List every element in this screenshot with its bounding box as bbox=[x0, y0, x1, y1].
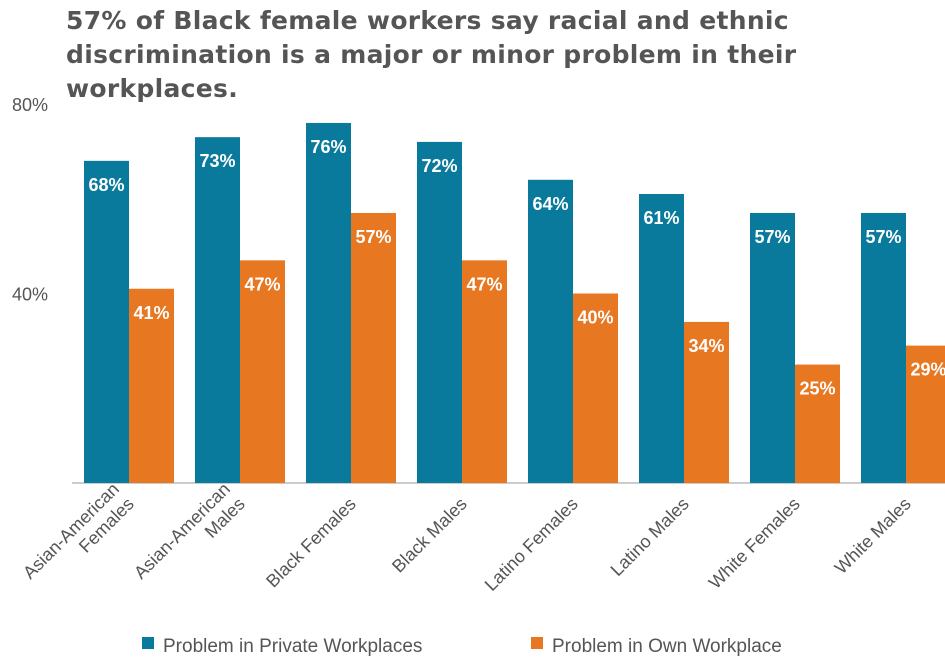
category-label: Asian-AmericanFemales bbox=[19, 479, 138, 598]
data-label: 47% bbox=[466, 274, 502, 294]
bar bbox=[417, 141, 462, 483]
bar bbox=[906, 345, 945, 483]
bar bbox=[462, 260, 507, 483]
category-label-line: Latino Females bbox=[481, 494, 582, 595]
category-label: Latino Females bbox=[481, 494, 582, 595]
chart-title: 57% of Black female workers say racial a… bbox=[66, 6, 797, 103]
data-label: 41% bbox=[133, 303, 169, 323]
bar bbox=[750, 212, 795, 483]
bar bbox=[573, 293, 618, 483]
data-label: 57% bbox=[355, 227, 391, 247]
category-label-line: White Males bbox=[831, 494, 915, 578]
category-label-line: White Females bbox=[705, 494, 804, 593]
data-label: 57% bbox=[865, 227, 901, 247]
category-label-line: Black Males bbox=[388, 494, 471, 577]
category-label-line: Latino Males bbox=[607, 494, 693, 580]
legend: Problem in Private Workplaces Problem in … bbox=[142, 636, 782, 657]
data-label: 61% bbox=[643, 208, 679, 228]
bar bbox=[306, 122, 351, 483]
category-label: Black Males bbox=[388, 494, 471, 577]
data-label: 64% bbox=[532, 194, 568, 214]
bar bbox=[351, 212, 396, 483]
data-label: 40% bbox=[577, 308, 613, 328]
bar bbox=[861, 212, 906, 483]
legend-label: Problem in Private Workplaces bbox=[163, 636, 422, 657]
data-label: 57% bbox=[754, 227, 790, 247]
category-label: Latino Males bbox=[607, 494, 693, 580]
legend-label: Problem in Own Workplace bbox=[552, 636, 782, 657]
category-label: White Females bbox=[705, 494, 804, 593]
data-label: 47% bbox=[244, 274, 280, 294]
bar bbox=[639, 194, 684, 483]
y-tick-label: 80% bbox=[12, 95, 48, 115]
bar bbox=[795, 364, 840, 483]
legend-swatch bbox=[531, 637, 543, 649]
bars: 68% 41% 73% 47% 76% 57% 72% 47% 64% 40% 61% 34% 57% 2… bbox=[84, 122, 945, 484]
data-label: 73% bbox=[199, 151, 235, 171]
bar bbox=[84, 160, 129, 483]
data-label: 29% bbox=[910, 360, 945, 380]
data-label: 34% bbox=[688, 336, 724, 356]
bar bbox=[528, 179, 573, 484]
data-label: 68% bbox=[88, 175, 124, 195]
data-label: 72% bbox=[421, 156, 457, 176]
bar bbox=[195, 137, 240, 483]
bar bbox=[240, 260, 285, 483]
data-label: 25% bbox=[799, 379, 835, 399]
category-label-line: Black Females bbox=[262, 494, 360, 592]
category-label: White Males bbox=[831, 494, 915, 578]
category-label: Asian-AmericanMales bbox=[130, 479, 249, 598]
category-labels: Asian-AmericanFemalesAsian-AmericanMales… bbox=[19, 479, 915, 598]
data-label: 76% bbox=[310, 137, 346, 157]
legend-swatch bbox=[142, 637, 154, 649]
y-tick-label: 40% bbox=[12, 285, 48, 305]
category-label: Black Females bbox=[262, 494, 360, 592]
bar bbox=[129, 288, 174, 483]
bar bbox=[684, 321, 729, 483]
